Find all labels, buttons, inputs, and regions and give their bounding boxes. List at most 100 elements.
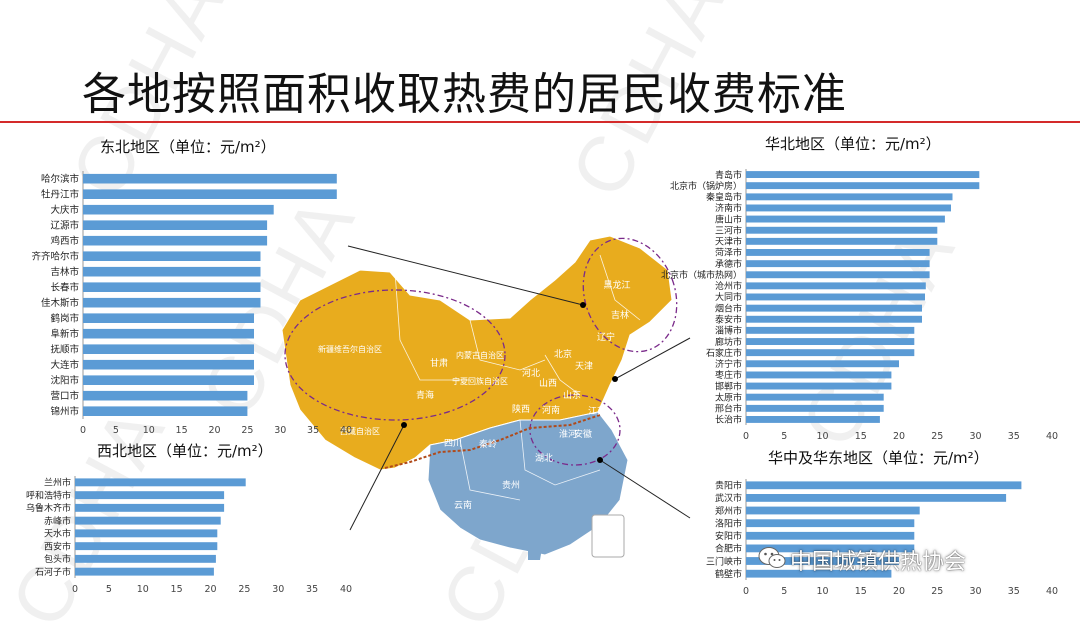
chart-northeast: 哈尔滨市牡丹江市大庆市辽源市鸡西市齐齐哈尔市吉林市长春市佳木斯市鹤岗市阜新市抚顺…	[31, 171, 352, 436]
category-label: 安阳市	[715, 530, 742, 542]
bar	[746, 271, 930, 279]
category-label: 沈阳市	[50, 375, 79, 387]
bar	[83, 282, 261, 292]
tick-label: 25	[931, 586, 943, 597]
map-region-label: 天津	[575, 361, 593, 372]
bar	[83, 313, 254, 323]
qinling-huaihe-line	[384, 414, 601, 469]
category-label: 廊坊市	[715, 336, 742, 348]
map-region-label: 宁夏回族自治区	[452, 376, 508, 386]
category-label: 天津市	[715, 236, 742, 248]
title-divider	[0, 121, 1080, 123]
category-label: 赤峰市	[44, 515, 71, 527]
south-sea-inset	[591, 514, 625, 558]
wechat-logo-icon	[758, 547, 786, 568]
boundary-ellipse-northeast	[582, 237, 678, 353]
category-label: 淄博市	[715, 325, 742, 337]
category-label: 三河市	[715, 225, 742, 237]
bar	[83, 390, 248, 401]
tick-label: 20	[893, 586, 905, 597]
category-label: 乌鲁木齐市	[26, 502, 71, 514]
bar	[746, 371, 892, 379]
tick-label: 25	[241, 425, 253, 436]
category-label: 阜新市	[50, 328, 79, 340]
tick-label: 15	[855, 431, 867, 442]
category-label: 锦州市	[50, 406, 79, 418]
category-label: 抚顺市	[50, 344, 79, 356]
map-region-label: 安徽	[574, 428, 592, 440]
chart-title-north: 华北地区（单位：元/m²）	[765, 135, 941, 153]
tick-label: 40	[1046, 586, 1058, 597]
bar	[746, 182, 980, 190]
category-label: 武汉市	[715, 492, 742, 504]
tick-label: 15	[176, 425, 188, 436]
map-region-label: 山东	[563, 389, 581, 401]
category-label: 沧州市	[715, 280, 742, 292]
category-label: 长春市	[50, 282, 79, 294]
bar	[746, 393, 884, 401]
category-label: 大庆市	[50, 204, 79, 216]
bar	[83, 204, 274, 215]
category-label: 秦皇岛市	[706, 191, 742, 203]
boundary-ellipse-northwest	[284, 289, 506, 421]
tick-label: 30	[969, 586, 981, 597]
bar	[746, 315, 922, 323]
category-label: 北京市（城市热网）	[661, 269, 742, 281]
map-region-label: 云南	[454, 499, 472, 511]
category-label: 兰州市	[44, 477, 71, 489]
category-label: 哈尔滨市	[41, 173, 80, 185]
category-label: 青岛市	[715, 169, 742, 181]
tick-label: 25	[931, 431, 943, 442]
bar	[75, 554, 216, 563]
map-region-label: 吉林	[611, 309, 629, 321]
bar	[746, 260, 930, 268]
category-label: 北京市（锅炉房）	[670, 180, 742, 192]
bar	[746, 557, 899, 565]
category-label: 贵阳市	[715, 480, 742, 492]
map-region-label: 辽宁	[597, 331, 615, 343]
map-region-label: 新疆维吾尔自治区	[318, 344, 382, 354]
category-label: 大连市	[50, 359, 79, 371]
map-region-label: 北京	[554, 348, 572, 360]
category-label: 石河子市	[35, 566, 71, 578]
category-label: 邯郸市	[715, 380, 742, 392]
category-label: 鸡西市	[50, 235, 79, 247]
tick-label: 5	[106, 584, 112, 595]
boundary-ellipse-east	[529, 394, 621, 466]
category-label: 牡丹江市	[41, 189, 80, 201]
bar	[75, 529, 218, 538]
bar	[746, 226, 938, 234]
category-label: 长治市	[715, 414, 742, 426]
map-region-label: 西藏自治区	[340, 426, 380, 436]
category-label: 呼和浩特市	[26, 489, 71, 501]
tick-label: 35	[306, 584, 318, 595]
bar	[75, 567, 214, 576]
bar	[746, 531, 915, 540]
bar	[746, 494, 1007, 502]
tick-label: 30	[969, 431, 981, 442]
tick-label: 35	[307, 425, 319, 436]
tick-label: 20	[893, 431, 905, 442]
tick-label: 10	[816, 431, 828, 442]
bar	[83, 266, 261, 277]
category-label: 鹤壁市	[715, 568, 742, 580]
map-region-label: 河南	[542, 404, 560, 416]
chart-title-northwest: 西北地区（单位：元/m²）	[97, 442, 273, 460]
bar	[83, 173, 337, 184]
tick-label: 10	[143, 425, 155, 436]
bar	[75, 516, 221, 525]
callout-dots	[401, 302, 618, 463]
category-label: 济宁市	[715, 358, 742, 370]
bar	[746, 249, 930, 256]
bar	[746, 304, 922, 312]
map-region-label: 青海	[416, 389, 434, 401]
bar	[83, 328, 254, 339]
bar	[746, 544, 915, 553]
tick-label: 10	[137, 584, 149, 595]
bar	[75, 503, 225, 512]
bar	[75, 542, 218, 551]
tick-label: 0	[80, 425, 86, 436]
bar	[83, 189, 337, 199]
bar	[746, 293, 925, 301]
bar	[75, 478, 246, 487]
